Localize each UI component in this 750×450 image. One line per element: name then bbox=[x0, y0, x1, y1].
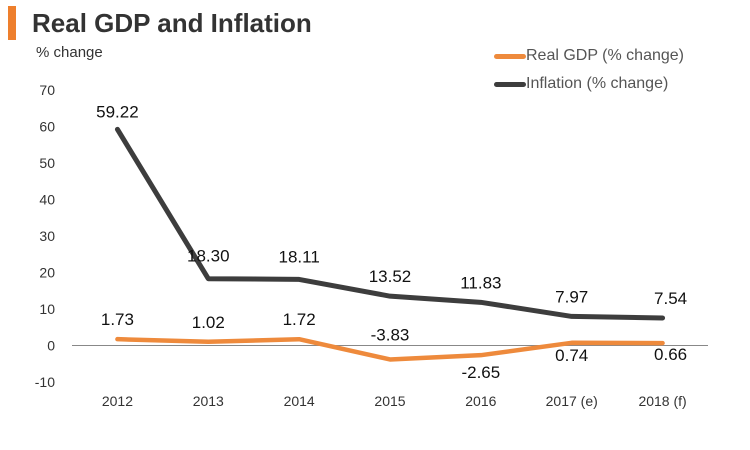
data-label-real-gdp: 1.72 bbox=[283, 310, 316, 329]
legend-label-inflation: Inflation (% change) bbox=[526, 75, 669, 92]
x-tick-label: 2017 (e) bbox=[546, 393, 598, 409]
y-tick-label: 50 bbox=[39, 155, 55, 171]
x-tick-label: 2016 bbox=[465, 393, 496, 409]
y-tick-label: 70 bbox=[39, 82, 55, 98]
data-label-inflation: 11.83 bbox=[460, 273, 501, 292]
inflation-line bbox=[114, 126, 666, 321]
y-tick-label: 0 bbox=[47, 338, 55, 354]
x-tick-label: 2018 (f) bbox=[638, 393, 686, 409]
legend-item-real-gdp[interactable]: Real GDP (% change) bbox=[494, 42, 684, 70]
data-label-inflation: 7.97 bbox=[555, 287, 588, 306]
x-tick-label: 2014 bbox=[284, 393, 315, 409]
chart-title: Real GDP and Inflation bbox=[32, 8, 312, 38]
y-tick-label: 10 bbox=[39, 301, 55, 317]
x-tick-label: 2015 bbox=[374, 393, 405, 409]
legend: Real GDP (% change) Inflation (% change) bbox=[494, 42, 684, 98]
x-tick-label: 2013 bbox=[193, 393, 224, 409]
legend-swatch-real-gdp bbox=[494, 53, 526, 59]
data-label-real-gdp: 0.74 bbox=[555, 346, 588, 365]
data-label-real-gdp: 1.02 bbox=[192, 313, 225, 332]
y-tick-label: 30 bbox=[39, 228, 55, 244]
y-tick-label: 60 bbox=[39, 119, 55, 135]
data-label-real-gdp: -3.83 bbox=[371, 325, 410, 344]
real-gdp-line bbox=[115, 336, 665, 362]
data-label-inflation: 18.11 bbox=[279, 247, 320, 266]
legend-swatch-inflation bbox=[494, 81, 526, 87]
y-tick-label: -10 bbox=[35, 374, 55, 390]
y-tick-label: 40 bbox=[39, 192, 55, 208]
data-label-real-gdp: 1.73 bbox=[101, 310, 134, 329]
data-label-real-gdp: 0.66 bbox=[654, 345, 687, 364]
legend-item-inflation[interactable]: Inflation (% change) bbox=[494, 70, 684, 98]
data-label-inflation: 13.52 bbox=[369, 267, 412, 286]
x-tick-label: 2012 bbox=[102, 393, 133, 409]
y-tick-label: 20 bbox=[39, 265, 55, 281]
y-axis-unit-label: % change bbox=[36, 44, 103, 61]
legend-label-real-gdp: Real GDP (% change) bbox=[526, 47, 684, 64]
data-label-inflation: 18.30 bbox=[187, 247, 230, 266]
data-label-real-gdp: -2.65 bbox=[461, 363, 500, 382]
data-label-inflation: 7.54 bbox=[654, 289, 687, 308]
title-accent-bar bbox=[8, 6, 16, 40]
data-label-inflation: 59.22 bbox=[96, 102, 139, 121]
